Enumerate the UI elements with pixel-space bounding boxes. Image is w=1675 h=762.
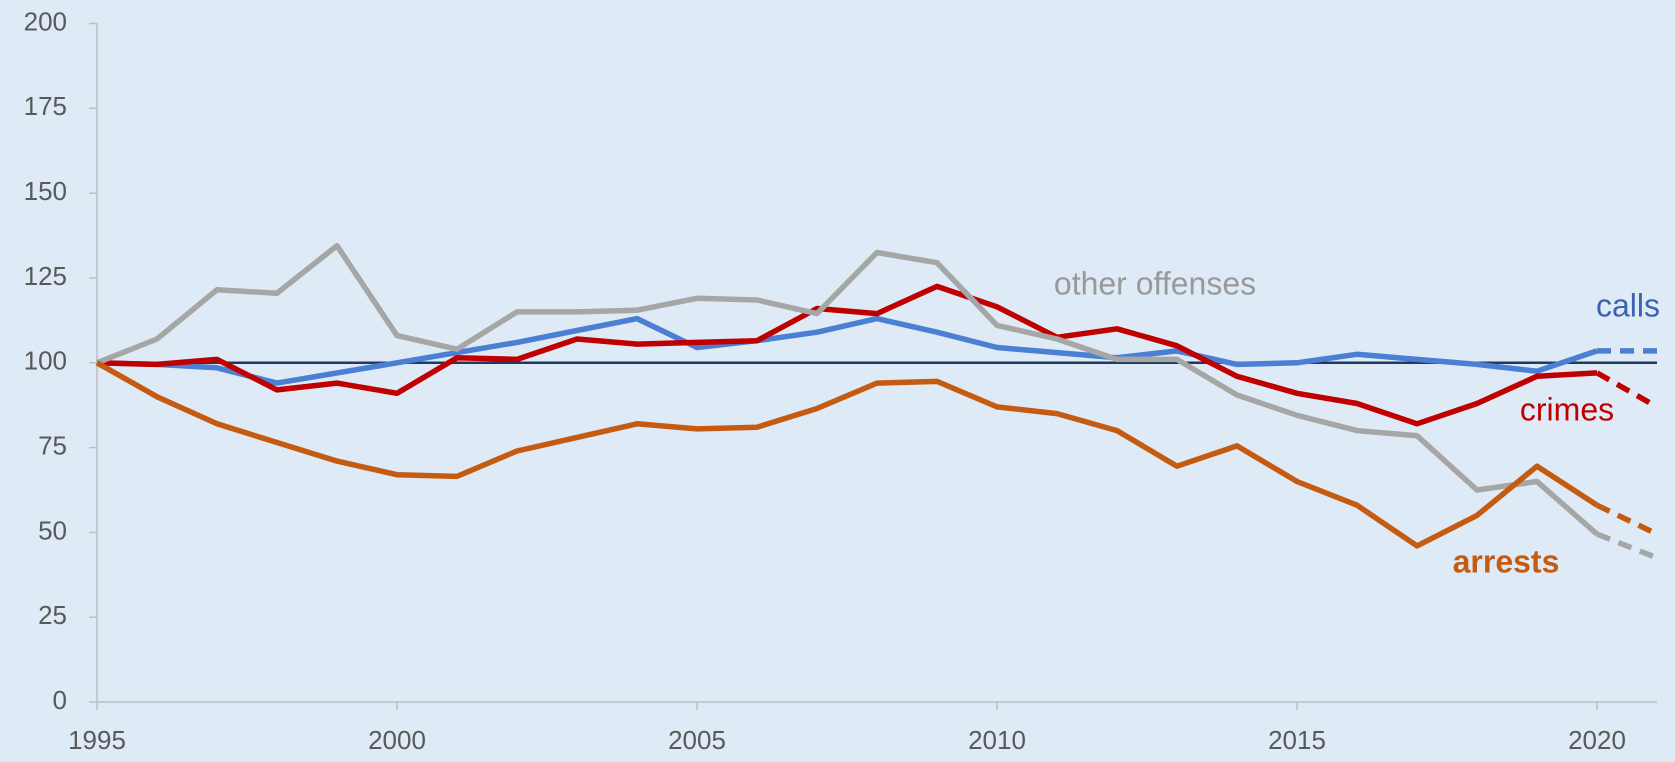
y-tick-label: 25 xyxy=(38,600,67,630)
x-tick-label: 2000 xyxy=(368,725,426,755)
series-line xyxy=(95,242,1599,537)
series-line xyxy=(96,315,1598,386)
series-label: arrests xyxy=(1453,543,1560,579)
y-tick-label: 50 xyxy=(38,515,67,545)
y-tick-label: 100 xyxy=(24,346,67,376)
series-label: other offenses xyxy=(1054,265,1256,301)
y-tick-label: 200 xyxy=(24,6,67,36)
x-tick-label: 2015 xyxy=(1268,725,1326,755)
y-tick-label: 75 xyxy=(38,430,67,460)
x-tick-label: 2010 xyxy=(968,725,1026,755)
x-tick-label: 2005 xyxy=(668,725,726,755)
series-line xyxy=(95,360,1599,549)
x-tick-label: 1995 xyxy=(68,725,126,755)
series-label: calls xyxy=(1596,287,1660,323)
y-tick-label: 0 xyxy=(53,685,67,715)
y-tick-label: 125 xyxy=(24,261,67,291)
series-line-dashed xyxy=(1595,370,1659,410)
series-label: crimes xyxy=(1520,391,1614,427)
series-line-dashed xyxy=(1595,531,1659,561)
y-tick-label: 150 xyxy=(24,176,67,206)
series-line xyxy=(96,283,1598,427)
x-tick-label: 2020 xyxy=(1568,725,1626,755)
y-tick-label: 175 xyxy=(24,91,67,121)
series-line-dashed xyxy=(1595,502,1659,537)
